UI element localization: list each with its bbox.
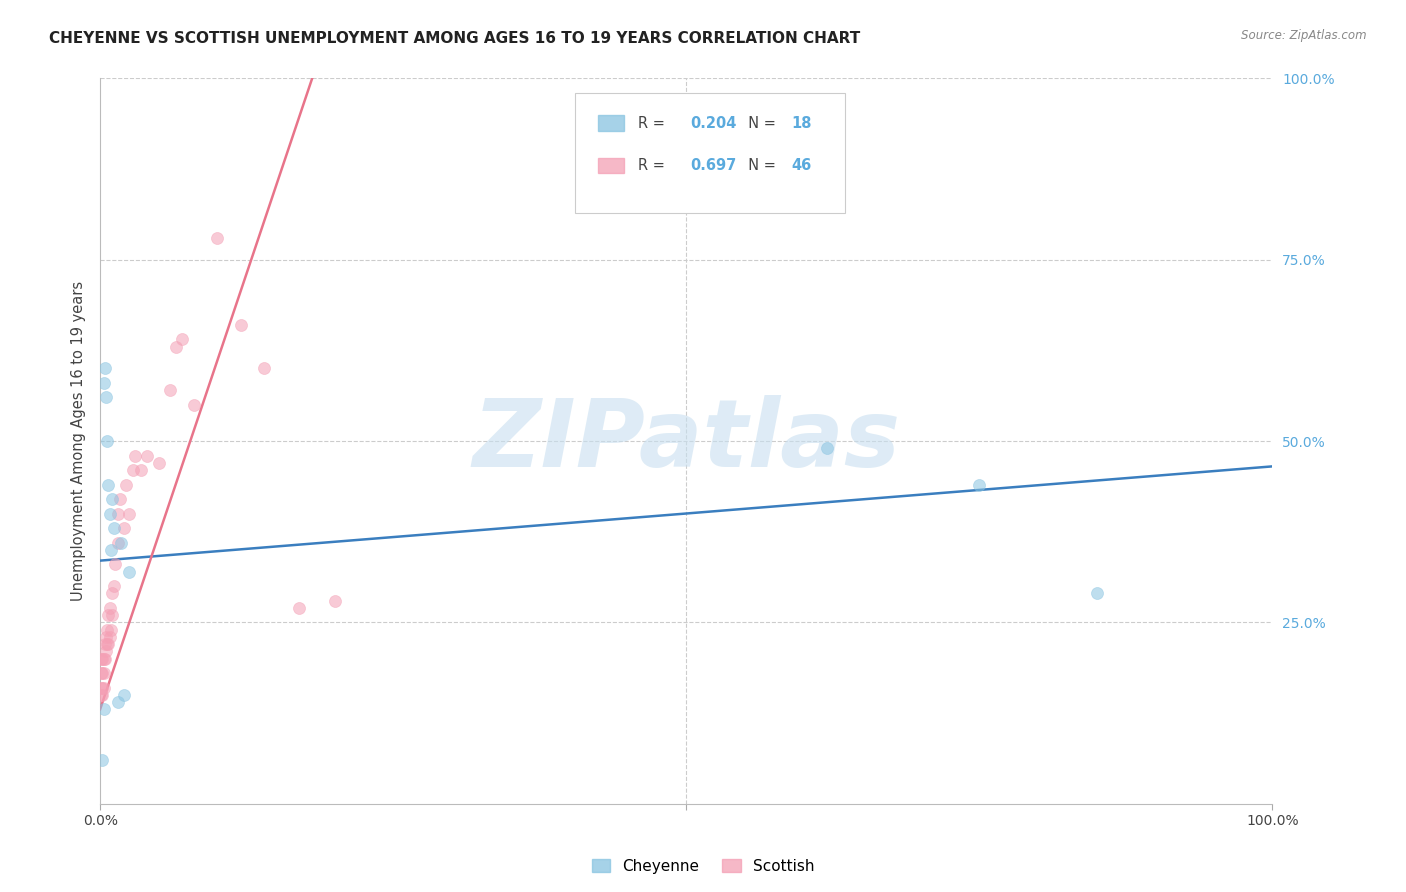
Point	[129, 463, 152, 477]
Text: 0.204: 0.204	[690, 116, 737, 131]
Point	[122, 463, 145, 477]
Point	[100, 542, 122, 557]
Point	[969, 477, 991, 491]
Point	[172, 333, 194, 347]
Point	[101, 491, 124, 506]
Bar	[599, 115, 624, 131]
Point	[90, 666, 112, 681]
Point	[91, 666, 114, 681]
Text: Source: ZipAtlas.com: Source: ZipAtlas.com	[1241, 29, 1367, 42]
Point	[91, 651, 114, 665]
Point	[94, 637, 117, 651]
Point	[98, 630, 121, 644]
Bar	[599, 158, 624, 173]
Point	[93, 666, 115, 681]
Point	[100, 623, 122, 637]
Point	[148, 456, 170, 470]
Point	[115, 477, 138, 491]
Text: 46: 46	[792, 158, 813, 173]
Point	[93, 702, 115, 716]
Point	[94, 651, 117, 665]
Point	[107, 507, 129, 521]
Point	[253, 361, 276, 376]
Text: R =: R =	[638, 158, 669, 173]
Point	[97, 637, 120, 651]
Legend: Cheyenne, Scottish: Cheyenne, Scottish	[586, 853, 820, 880]
Point	[101, 607, 124, 622]
Point	[94, 391, 117, 405]
Point	[118, 565, 141, 579]
Point	[118, 507, 141, 521]
Point	[98, 600, 121, 615]
Point	[815, 442, 838, 456]
Text: R =: R =	[638, 116, 669, 131]
Point	[98, 507, 121, 521]
Text: 0.697: 0.697	[690, 158, 735, 173]
Point	[110, 535, 132, 549]
Point	[101, 586, 124, 600]
Point	[229, 318, 252, 332]
Point	[159, 383, 181, 397]
Point	[90, 688, 112, 702]
Point	[183, 398, 205, 412]
Point	[93, 681, 115, 695]
Point	[323, 593, 346, 607]
Point	[103, 579, 125, 593]
Point	[91, 688, 114, 702]
Text: CHEYENNE VS SCOTTISH UNEMPLOYMENT AMONG AGES 16 TO 19 YEARS CORRELATION CHART: CHEYENNE VS SCOTTISH UNEMPLOYMENT AMONG …	[49, 31, 860, 46]
Point	[288, 600, 311, 615]
Point	[112, 521, 135, 535]
Point	[108, 491, 131, 506]
Text: N =: N =	[740, 116, 780, 131]
Point	[107, 535, 129, 549]
Point	[165, 340, 187, 354]
Point	[93, 651, 115, 665]
Text: N =: N =	[740, 158, 780, 173]
Point	[104, 558, 127, 572]
Point	[93, 376, 115, 390]
Point	[91, 753, 114, 767]
Point	[91, 681, 114, 695]
Point	[136, 449, 159, 463]
Point	[96, 623, 118, 637]
Point	[96, 637, 118, 651]
Point	[112, 688, 135, 702]
Point	[97, 607, 120, 622]
Point	[107, 695, 129, 709]
Point	[1085, 586, 1108, 600]
Y-axis label: Unemployment Among Ages 16 to 19 years: Unemployment Among Ages 16 to 19 years	[72, 281, 86, 601]
Text: ZIPatlas: ZIPatlas	[472, 395, 900, 487]
Point	[96, 434, 118, 448]
Point	[103, 521, 125, 535]
Point	[97, 477, 120, 491]
Text: 18: 18	[792, 116, 813, 131]
Point	[90, 681, 112, 695]
Point	[124, 449, 146, 463]
Point	[94, 361, 117, 376]
FancyBboxPatch shape	[575, 93, 845, 212]
Point	[207, 231, 229, 245]
Point	[94, 630, 117, 644]
Point	[94, 644, 117, 658]
Point	[90, 651, 112, 665]
